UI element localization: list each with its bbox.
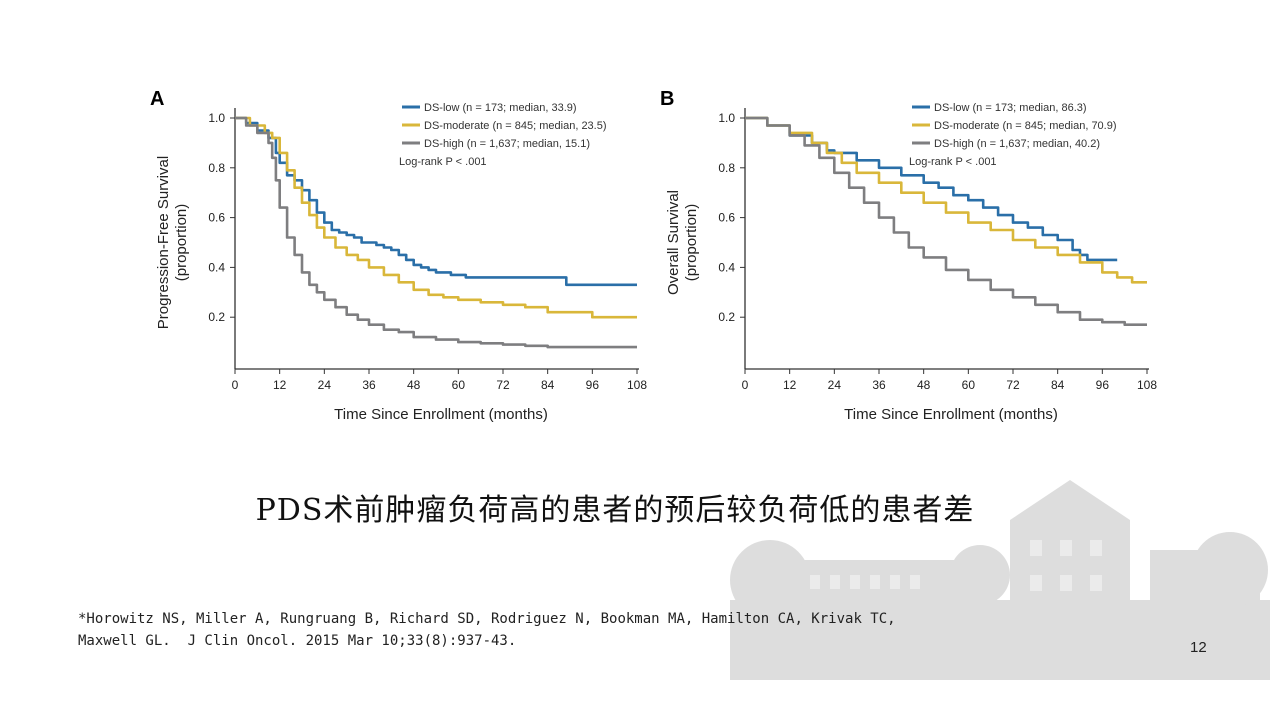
y-tick-label: 0.2 xyxy=(208,310,225,324)
x-tick-label: 48 xyxy=(407,378,421,392)
series-line-low xyxy=(235,116,637,287)
x-tick-label: 60 xyxy=(452,378,466,392)
legend-label-moderate: DS-moderate (n = 845; median, 23.5) xyxy=(424,120,607,132)
x-tick-label: 12 xyxy=(273,378,287,392)
y-tick-label: 0.4 xyxy=(718,260,735,274)
y-tick-label: 1.0 xyxy=(718,111,735,125)
x-tick-label: 84 xyxy=(1051,378,1065,392)
x-tick-label: 24 xyxy=(828,378,842,392)
y-tick-label: 0.8 xyxy=(718,161,735,175)
chart-panel-a: A 0.2 0.4 0.6 0.8 1.0 0 12 24 36 48 60 72 84 96 108 Time… xyxy=(140,80,700,440)
x-tick-label: 96 xyxy=(1096,378,1110,392)
headline-text: PDS术前肿瘤负荷高的患者的预后较负荷低的患者差 xyxy=(255,493,975,528)
reference: *Horowitz NS, Miller A, Rungruang B, Ric… xyxy=(78,608,896,652)
legend-label-moderate: DS-moderate (n = 845; median, 70.9) xyxy=(934,120,1117,132)
reference-line-1: *Horowitz NS, Miller A, Rungruang B, Ric… xyxy=(78,611,896,627)
y-tick-label: 0.6 xyxy=(208,211,225,225)
series-line-high xyxy=(235,116,637,349)
x-tick-label: 84 xyxy=(541,378,555,392)
page-number: 12 xyxy=(1190,639,1207,656)
x-tick-label: 108 xyxy=(627,378,647,392)
x-tick-label: 36 xyxy=(872,378,886,392)
reference-line-2: Maxwell GL. J Clin Oncol. 2015 Mar 10;33… xyxy=(78,633,517,649)
legend-label-low: DS-low (n = 173; median, 33.9) xyxy=(424,102,577,114)
log-rank-annotation: Log-rank P < .001 xyxy=(399,156,487,168)
x-tick-label: 12 xyxy=(783,378,797,392)
x-tick-label: 108 xyxy=(1137,378,1157,392)
y-axis-label: Overall Survival xyxy=(665,190,682,295)
y-tick-label: 1.0 xyxy=(208,111,225,125)
y-axis-label: Progression-Free Survival xyxy=(155,156,172,329)
x-tick-label: 96 xyxy=(586,378,600,392)
x-tick-label: 36 xyxy=(362,378,376,392)
log-rank-annotation: Log-rank P < .001 xyxy=(909,156,997,168)
headline: PDS术前肿瘤负荷高的患者的预后较负荷低的患者差 xyxy=(0,485,1280,529)
y-tick-label: 0.4 xyxy=(208,260,225,274)
series-line-high xyxy=(745,116,1147,326)
x-axis-label: Time Since Enrollment (months) xyxy=(844,406,1058,423)
building-watermark xyxy=(730,480,1270,680)
y-tick-label: 0.8 xyxy=(208,161,225,175)
x-tick-label: 0 xyxy=(232,378,239,392)
panel-letter: A xyxy=(150,88,164,110)
legend-label-low: DS-low (n = 173; median, 86.3) xyxy=(934,102,1087,114)
chart-svg: A 0.2 0.4 0.6 0.8 1.0 0 12 24 36 48 60 72 84 96 108 Time… xyxy=(150,88,647,423)
x-tick-label: 48 xyxy=(917,378,931,392)
x-tick-label: 60 xyxy=(962,378,976,392)
x-tick-label: 72 xyxy=(496,378,510,392)
y-axis-label-unit: (proportion) xyxy=(683,204,700,282)
series-line-moderate xyxy=(235,116,637,319)
x-tick-label: 24 xyxy=(318,378,332,392)
panel-letter: B xyxy=(660,88,674,110)
x-tick-label: 72 xyxy=(1006,378,1020,392)
chart-svg: B 0.2 0.4 0.6 0.8 1.0 0 12 24 36 48 60 72 84 96 108 Time… xyxy=(660,88,1157,423)
legend-label-high: DS-high (n = 1,637; median, 40.2) xyxy=(934,138,1100,150)
chart-panel-b: B 0.2 0.4 0.6 0.8 1.0 0 12 24 36 48 60 72 84 96 108 Time… xyxy=(650,80,1210,440)
x-axis-label: Time Since Enrollment (months) xyxy=(334,406,548,423)
series-line-moderate xyxy=(745,116,1147,284)
y-axis-label-unit: (proportion) xyxy=(173,204,190,282)
y-tick-label: 0.6 xyxy=(718,211,735,225)
legend-label-high: DS-high (n = 1,637; median, 15.1) xyxy=(424,138,590,150)
y-tick-label: 0.2 xyxy=(718,310,735,324)
x-tick-label: 0 xyxy=(742,378,749,392)
